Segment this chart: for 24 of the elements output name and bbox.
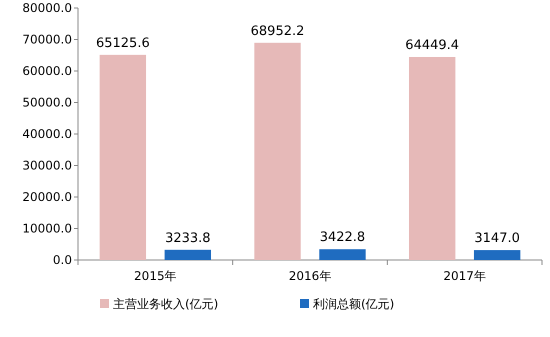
x-tick-label: 2015年 (134, 269, 177, 283)
bar (408, 56, 456, 260)
bar (319, 249, 366, 260)
data-label: 3422.8 (320, 230, 366, 246)
y-tick-label: 80000.0 (22, 1, 72, 15)
y-tick-label: 70000.0 (22, 32, 72, 46)
y-tick-label: 20000.0 (22, 190, 72, 204)
y-tick-label: 10000.0 (22, 222, 72, 236)
bar (474, 250, 520, 260)
x-tick-label: 2016年 (288, 269, 332, 283)
y-tick-label: 30000.0 (22, 158, 72, 172)
data-label: 68952.2 (250, 24, 304, 39)
data-label: 64449.4 (405, 38, 460, 53)
data-label: 3233.8 (165, 230, 211, 246)
bar (164, 250, 212, 260)
y-tick-label: 50000.0 (22, 96, 72, 110)
bar (100, 54, 146, 260)
y-tick-label: 0.0 (52, 253, 72, 267)
bar (254, 42, 301, 260)
data-label: 65125.6 (96, 36, 150, 51)
x-tick-label: 2017年 (443, 269, 486, 283)
y-tick-label: 40000.0 (22, 127, 72, 141)
y-tick-label: 60000.0 (22, 64, 72, 78)
data-label: 3147.0 (474, 231, 520, 246)
